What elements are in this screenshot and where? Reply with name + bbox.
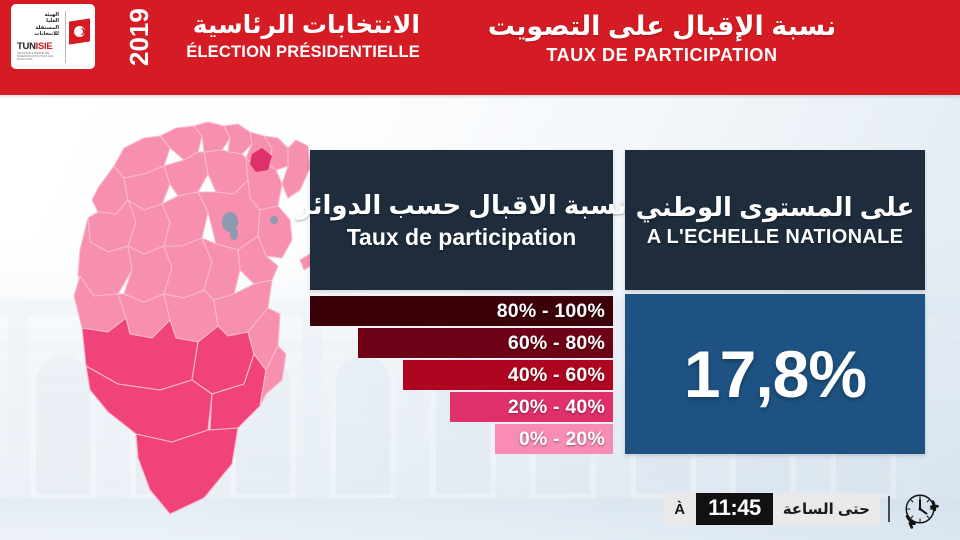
- election-subtitle-block: الانتخابات الرئاسية ÉLECTION PRÉSIDENTIE…: [120, 10, 420, 62]
- tunisia-choropleth-map[interactable]: [52, 118, 322, 518]
- national-title-fr: A L'ECHELLE NATIONALE: [646, 225, 904, 248]
- national-title-ar: على المستوى الوطني: [635, 191, 915, 222]
- logo-wordmark: TUNISIE: [17, 40, 53, 52]
- election-title-ar: الانتخابات الرئاسية: [192, 11, 420, 39]
- legend-band[interactable]: 40% - 60%: [403, 360, 613, 390]
- legend-band-label: 20% - 40%: [507, 395, 605, 418]
- logo-arabic-text: الهيئة العليا المستقلة للانتخابات: [34, 11, 59, 38]
- legend-bars: 80% - 100% 60% - 80% 40% - 60% 20% - 40%…: [310, 296, 613, 456]
- legend-header-panel: نسبة الاقبال حسب الدوائر Taux de partici…: [297, 150, 626, 290]
- page-title: نسبة الإقبال على التصويت TAUX DE PARTICI…: [402, 9, 922, 66]
- isie-logo: الهيئة العليا المستقلة للانتخابات TUNISI…: [11, 4, 95, 69]
- legend-band-label: 60% - 80%: [507, 331, 605, 354]
- tunisia-flag-icon: [69, 17, 90, 45]
- legend-band-label: 80% - 100%: [496, 299, 605, 322]
- national-turnout-value: 17,8%: [683, 337, 867, 411]
- election-title-fr: ÉLECTION PRÉSIDENTIELLE: [186, 43, 420, 61]
- legend-band[interactable]: 80% - 100%: [310, 296, 613, 326]
- time-divider: [888, 496, 890, 522]
- page-title-fr: TAUX DE PARTICIPATION: [546, 45, 778, 65]
- legend-band-label: 0% - 20%: [518, 427, 605, 450]
- time-value: 11:45: [696, 493, 773, 525]
- legend-band[interactable]: 20% - 40%: [450, 392, 613, 422]
- logo-subtitle: INSTANCE SUPÉRIEURE INDÉPENDANTE POUR LE…: [17, 51, 54, 62]
- time-pill: À 11:45 حتى الساعة: [663, 493, 880, 525]
- page-title-ar: نسبة الإقبال على التصويت: [487, 11, 837, 41]
- national-value-box: 17,8%: [625, 294, 925, 454]
- legend-band[interactable]: 0% - 20%: [495, 424, 613, 454]
- timestamp-widget: À 11:45 حتى الساعة: [663, 493, 942, 529]
- legend-title-fr: Taux de participation: [346, 224, 577, 250]
- national-header-panel: على المستوى الوطني A L'ECHELLE NATIONALE: [625, 150, 925, 290]
- clock-refresh-icon: [905, 494, 939, 529]
- header-bar: الهيئة العليا المستقلة للانتخابات TUNISI…: [0, 0, 960, 95]
- legend-band[interactable]: 60% - 80%: [358, 328, 613, 358]
- legend-band-label: 40% - 60%: [507, 363, 605, 386]
- logo-divider: [65, 10, 66, 63]
- time-prefix-fr: À: [674, 500, 686, 518]
- legend-title-ar: نسبة الاقبال حسب الدوائر: [296, 190, 627, 220]
- time-suffix-ar: حتى الساعة: [782, 501, 870, 518]
